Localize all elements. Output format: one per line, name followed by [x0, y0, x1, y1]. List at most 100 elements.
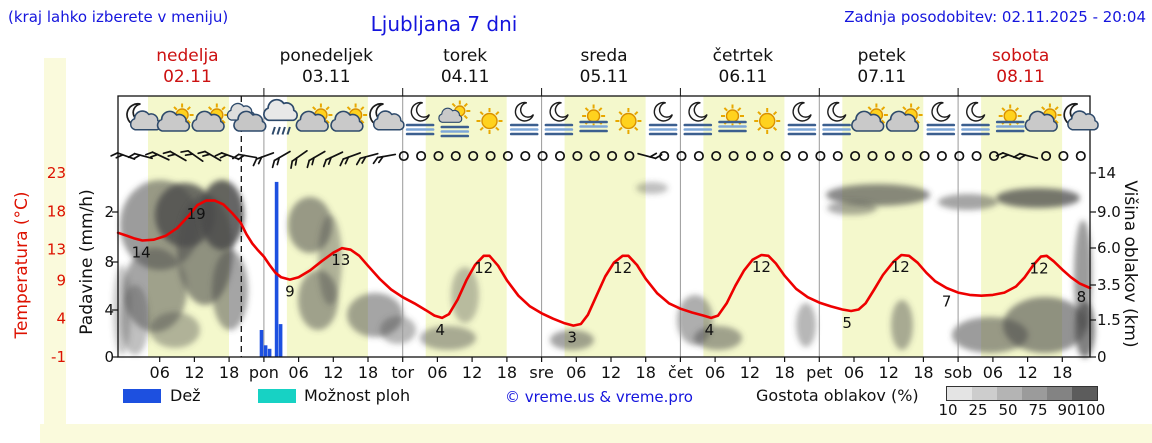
cloud-height-axis-ticks: 14 9.0 6.0 3.5 1.5 0 [1090, 164, 1121, 366]
wind-calm-icon [884, 150, 895, 162]
svg-text:pet: pet [806, 363, 832, 382]
copyright-link[interactable]: © vreme.us & vreme.pro [505, 388, 693, 406]
temperature-axis-label: Temperatura (°C) [12, 191, 32, 339]
wind-barb-icon [637, 152, 663, 160]
svg-text:12: 12 [1030, 260, 1049, 278]
weather-icon-sun-cloud [295, 103, 333, 132]
wind-calm-icon [520, 150, 531, 162]
cloud-density-scale-segment [972, 387, 997, 400]
svg-text:2: 2 [104, 203, 114, 221]
day-header-torek: torek 04.11 [440, 46, 490, 87]
wind-calm-icon [450, 150, 461, 162]
svg-text:06: 06 [566, 363, 586, 382]
wind-calm-icon [1041, 150, 1052, 162]
weather-icon-sun-cloud [885, 103, 923, 132]
day-headers-row: nedelja 02.11 ponedeljek 03.11 torek 04.11 sre… [118, 46, 1090, 92]
wind-barb-icon [145, 151, 170, 161]
bottom-margin-strip [40, 424, 1152, 443]
wind-barb-icon [271, 150, 291, 169]
wind-calm-icon [902, 150, 913, 162]
wind-barb-icon [231, 153, 258, 161]
svg-text:3.5: 3.5 [1097, 276, 1121, 294]
wind-barb-icon [306, 150, 326, 169]
wind-calm-icon [850, 150, 861, 162]
svg-text:12: 12 [323, 363, 343, 382]
svg-text:6.0: 6.0 [1097, 239, 1121, 257]
day-separators [263, 88, 959, 357]
wind-barb-icon [355, 152, 379, 166]
wind-calm-icon [416, 150, 427, 162]
cloud-density-scale-segment [947, 387, 972, 400]
wind-barb-icon [214, 152, 240, 160]
weather-icon-sun-fog [718, 104, 747, 133]
wind-calm-icon [815, 150, 826, 162]
wind-calm-icon [919, 150, 930, 162]
svg-text:9.0: 9.0 [1097, 203, 1121, 221]
weather-icon-moon-fog [822, 101, 851, 136]
svg-text:14: 14 [132, 244, 151, 262]
legend-showers-label: Možnost ploh [304, 386, 411, 405]
precipitation-bars [259, 181, 283, 358]
cloud-density-scale-tick: 10 [938, 401, 958, 419]
weather-icon-sun-cloud [851, 103, 888, 132]
svg-text:12: 12 [474, 259, 493, 277]
cloud-density-label: Gostota oblakov (%) [756, 386, 919, 405]
weather-icon-sun-cloud [1024, 103, 1062, 132]
wind-calm-icon [797, 150, 809, 162]
page-title: Ljubljana 7 dni [370, 12, 518, 36]
wind-calm-icon [867, 150, 878, 162]
svg-text:0: 0 [104, 348, 114, 366]
weather-icon-moon-fog [961, 101, 990, 136]
svg-text:12: 12 [601, 363, 621, 382]
svg-text:12: 12 [879, 363, 899, 382]
wind-calm-icon [572, 150, 583, 162]
wind-barb-icon [322, 151, 344, 168]
weather-icon-rain [262, 98, 298, 135]
wind-barb-icon [180, 149, 204, 163]
wind-calm-icon [988, 150, 1000, 162]
svg-text:18: 18 [774, 363, 794, 382]
wind-calm-icon [693, 150, 704, 162]
wind-calm-icon [537, 150, 548, 162]
cloud-density-scale-segment [1022, 387, 1047, 400]
wind-calm-icon [676, 150, 687, 162]
svg-text:pon: pon [249, 363, 279, 382]
wind-calm-icon [468, 150, 479, 162]
svg-text:4: 4 [104, 301, 114, 319]
svg-text:4: 4 [705, 321, 715, 339]
temperature-curve [116, 199, 1092, 327]
weather-icon-moon-fog [544, 101, 574, 136]
wind-calm-icon [971, 150, 982, 162]
precipitation-axis-ticks: 2 8 4 0 [104, 203, 118, 366]
svg-text:7: 7 [942, 293, 952, 311]
svg-text:06: 06 [844, 363, 864, 382]
weather-icon-moon-fog [405, 101, 435, 136]
svg-text:06: 06 [705, 363, 725, 382]
wind-barb-icon [1013, 152, 1039, 160]
wind-barb-icon [127, 152, 153, 160]
cloud-density-scale-tick: 100 [1076, 401, 1106, 419]
legend-rain-swatch [123, 389, 161, 403]
day-header-petek: petek 07.11 [857, 46, 907, 87]
svg-text:06: 06 [983, 363, 1003, 382]
svg-text:čet: čet [668, 363, 693, 382]
wind-symbols-row [110, 149, 1086, 169]
wind-barb-icon [197, 150, 222, 162]
weather-icon-moon-fog [787, 101, 817, 136]
wind-barb-icon [162, 150, 187, 162]
weather-icon-moon-fog [926, 101, 956, 136]
wind-calm-icon [485, 150, 496, 162]
svg-text:14: 14 [1097, 164, 1116, 182]
weather-icon-sun [476, 108, 503, 134]
wind-calm-icon [624, 150, 635, 162]
svg-text:13: 13 [331, 251, 350, 269]
svg-text:3: 3 [567, 329, 577, 347]
wind-barb-icon [339, 152, 362, 167]
wind-barb-icon [110, 152, 136, 160]
weather-icon-sun-fog [995, 104, 1025, 133]
weather-icon-sun [754, 108, 781, 134]
wind-barb-icon [372, 153, 397, 165]
svg-text:0: 0 [1097, 348, 1107, 366]
cloud-density-scale [946, 386, 1098, 401]
